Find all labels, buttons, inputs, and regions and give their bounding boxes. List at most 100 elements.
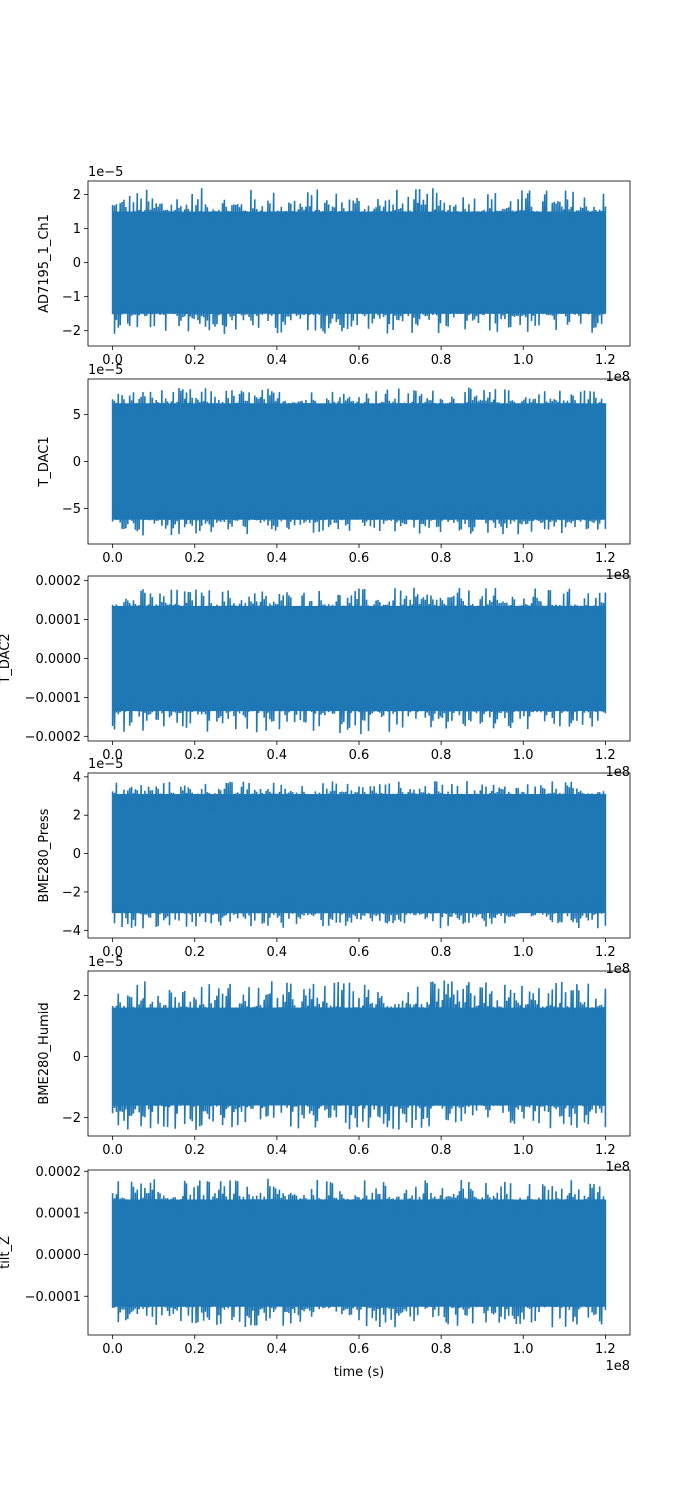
y-tick: −1 [62, 290, 88, 305]
x-tick-label: 1.0 [513, 1143, 534, 1158]
x-tick-label: 0.6 [349, 353, 370, 368]
x-tick: 0.2 [184, 544, 205, 566]
x-tick: 0.8 [431, 346, 452, 368]
x-tick-label: 0.8 [431, 945, 452, 960]
x-tick-label: 0.2 [184, 945, 205, 960]
x-tick: 0.6 [349, 1136, 370, 1158]
x-tick: 1.0 [513, 1136, 534, 1158]
x-tick-label: 1.2 [595, 1143, 616, 1158]
y-tick-label: 1 [73, 222, 81, 237]
x-offset-text: 1e8 [605, 1160, 630, 1175]
x-tick-label: 1.0 [513, 353, 534, 368]
x-tick: 1.2 [595, 1136, 616, 1158]
y-offset-text: 1e−5 [88, 165, 123, 180]
x-tick: 0.2 [184, 1335, 205, 1357]
subplot-2: 0.0 0.2 0.4 0.6 0.8 1.0 1.2 −5 0 5 1e−5 1e8 T_DAC1 [37, 363, 631, 583]
x-tick: 0.6 [349, 1335, 370, 1357]
series-line [111, 387, 607, 536]
x-tick-label: 0.6 [349, 1143, 370, 1158]
x-tick: 0.0 [102, 1335, 123, 1357]
x-tick-label: 0.2 [184, 748, 205, 763]
x-tick: 1.2 [595, 544, 616, 566]
x-tick: 0.2 [184, 1136, 205, 1158]
y-tick-label: 0.0001 [36, 613, 82, 628]
y-tick: −4 [62, 924, 88, 939]
x-tick: 0.2 [184, 741, 205, 763]
y-offset-text: 1e−5 [88, 955, 123, 970]
subplot-5: 0.0 0.2 0.4 0.6 0.8 1.0 1.2 −2 0 2 1e−5 1e8 BME280_H… [37, 955, 631, 1175]
x-tick: 0.6 [349, 741, 370, 763]
x-tick-label: 0.0 [102, 1342, 123, 1357]
x-tick-label: 1.2 [595, 353, 616, 368]
x-tick-label: 1.0 [513, 748, 534, 763]
x-tick: 0.4 [267, 346, 288, 368]
y-tick-label: 0 [73, 1050, 81, 1065]
y-tick-label: 0 [73, 256, 81, 271]
x-tick: 0.6 [349, 938, 369, 960]
y-tick: 2 [73, 989, 88, 1004]
x-tick-label: 0.8 [431, 353, 452, 368]
y-tick-label: −4 [62, 924, 81, 939]
y-tick-label: 4 [73, 770, 81, 785]
y-tick: 0 [73, 1050, 88, 1065]
x-tick: 1.0 [513, 544, 534, 566]
y-axis-label: T_DAC2 [0, 633, 13, 684]
x-tick: 0.2 [184, 938, 205, 960]
x-offset-text: 1e8 [605, 962, 630, 977]
y-tick-label: −2 [62, 324, 81, 339]
y-tick-label: −0.0001 [25, 691, 81, 706]
subplot-4: 0.0 0.2 0.4 0.6 0.8 1.0 1.2 −4 −2 0 2 4 1e−5 1e8 BME28… [37, 757, 631, 977]
y-tick: 0.0000 [36, 1248, 88, 1263]
x-tick-label: 1.0 [513, 551, 534, 566]
x-tick: 0.4 [267, 1335, 287, 1357]
x-tick-label: 0.0 [102, 353, 123, 368]
y-tick-label: 0.0001 [36, 1206, 82, 1221]
y-tick: −0.0002 [25, 730, 88, 745]
y-tick-label: 5 [73, 408, 81, 423]
subplot-6: 0.0 0.2 0.4 0.6 0.8 1.0 1.2 −0.0001 0.0000 0.0001… [0, 1165, 631, 1380]
x-tick-label: 0.2 [184, 353, 205, 368]
x-tick: 0.0 [102, 544, 123, 566]
subplot-1: 0.0 0.2 0.4 0.6 0.8 1.0 1.2 −2 −1 0 1 2 1e−5 1e8 AD719… [37, 165, 631, 385]
x-tick-label: 0.4 [267, 353, 288, 368]
y-tick-label: −0.0001 [25, 1290, 81, 1305]
x-tick: 1.2 [595, 938, 616, 960]
x-tick-label: 0.0 [102, 945, 123, 960]
y-tick: −2 [62, 885, 88, 900]
y-tick: 5 [73, 408, 88, 423]
x-tick: 0.8 [431, 1335, 452, 1357]
y-tick: 0.0002 [36, 574, 88, 589]
x-tick: 1.2 [595, 741, 616, 763]
x-tick-label: 0.2 [184, 551, 205, 566]
x-tick: 0.8 [431, 741, 451, 763]
x-tick-label: 0.8 [431, 551, 452, 566]
x-tick-label: 0.4 [267, 945, 288, 960]
x-tick-label: 1.2 [595, 748, 616, 763]
x-tick: 0.4 [267, 741, 288, 763]
y-tick: −2 [62, 324, 88, 339]
x-tick-label: 0.4 [267, 748, 288, 763]
series-line [111, 1178, 607, 1328]
y-tick-label: −1 [62, 290, 81, 305]
y-tick: −5 [62, 502, 88, 517]
y-tick-label: −2 [62, 885, 81, 900]
y-tick: 0 [73, 455, 88, 470]
x-tick-label: 0.6 [349, 1342, 370, 1357]
x-tick-label: 0.8 [431, 1342, 452, 1357]
x-tick: 1.0 [513, 938, 534, 960]
y-tick: 2 [73, 188, 88, 203]
y-axis-label: BME280_Press [37, 808, 52, 902]
series-line [111, 188, 607, 334]
y-tick: 2 [73, 809, 88, 824]
y-axis-label: BME280_Humid [37, 1002, 52, 1104]
y-offset-text: 1e−5 [88, 757, 123, 772]
x-tick: 0.0 [102, 346, 123, 368]
x-axis-label: time (s) [334, 1365, 384, 1380]
y-tick: −0.0001 [25, 1290, 88, 1305]
x-tick-label: 1.0 [513, 945, 534, 960]
y-tick: 0.0000 [36, 652, 88, 667]
x-tick: 0.4 [267, 544, 287, 566]
y-tick-label: 0.0000 [36, 652, 82, 667]
x-tick-label: 0.6 [349, 748, 370, 763]
y-tick-label: 0 [73, 455, 81, 470]
